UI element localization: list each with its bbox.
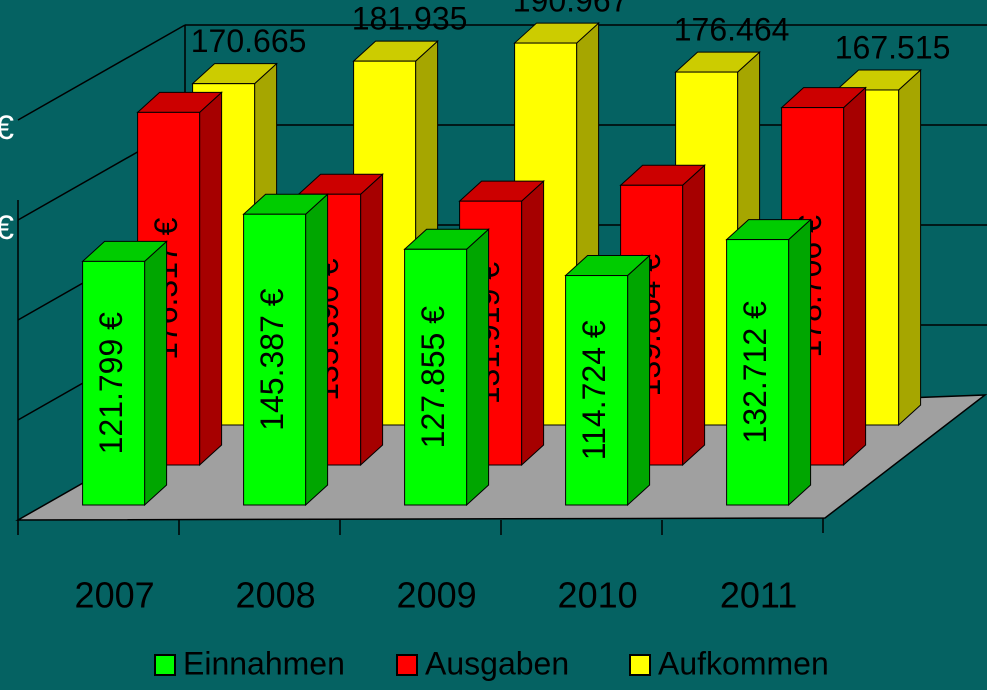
legend-swatch — [154, 654, 176, 676]
value-label: 114.724 € — [576, 320, 612, 460]
value-label: 127.855 € — [415, 306, 451, 449]
value-label: 167.515 — [835, 29, 951, 65]
value-label: 145.387 € — [254, 288, 290, 431]
bar-front — [82, 260, 146, 506]
x-tick-label: 2008 — [236, 575, 316, 616]
bar-side — [682, 164, 706, 467]
bar-side — [788, 218, 812, 507]
bar-side — [898, 68, 922, 427]
value-label: 181.935 — [352, 1, 468, 37]
bar-side — [305, 193, 329, 507]
bar-side — [199, 91, 223, 467]
bar — [403, 228, 490, 507]
bar-front — [243, 213, 307, 506]
x-tick-label: 2009 — [397, 575, 477, 616]
x-tick-label: 2011 — [720, 575, 797, 616]
bar-side — [843, 86, 867, 467]
bar-front — [404, 248, 468, 506]
bar-side — [466, 228, 490, 507]
legend-label: Ausgaben — [425, 645, 569, 681]
legend: Einnahmen Ausgaben Aufkommen — [154, 645, 829, 681]
value-label: 190.967 — [513, 0, 629, 19]
legend-swatch — [629, 654, 651, 676]
x-tick-label: 2007 — [75, 575, 155, 616]
bar — [242, 193, 329, 507]
bar-front — [726, 239, 790, 506]
y-tick-label: € — [0, 109, 14, 147]
bar-side — [144, 240, 168, 507]
legend-label: Einnahmen — [183, 645, 345, 681]
legend-label: Aufkommen — [658, 645, 829, 681]
y-tick-label: € — [0, 209, 14, 247]
value-label: 170.665 — [191, 23, 307, 59]
bar — [81, 240, 168, 507]
bar-side — [627, 254, 651, 507]
value-label: 121.799 € — [93, 312, 129, 455]
bar — [725, 218, 812, 507]
x-tick-label: 2010 — [558, 575, 638, 616]
bar — [564, 254, 651, 507]
value-label: 132.712 € — [737, 301, 773, 444]
bar-side — [521, 180, 545, 467]
grid-line — [17, 24, 186, 121]
value-label: 176.464 — [674, 12, 790, 48]
legend-swatch — [396, 654, 418, 676]
bar-front — [565, 275, 629, 506]
bar-side — [360, 173, 384, 467]
